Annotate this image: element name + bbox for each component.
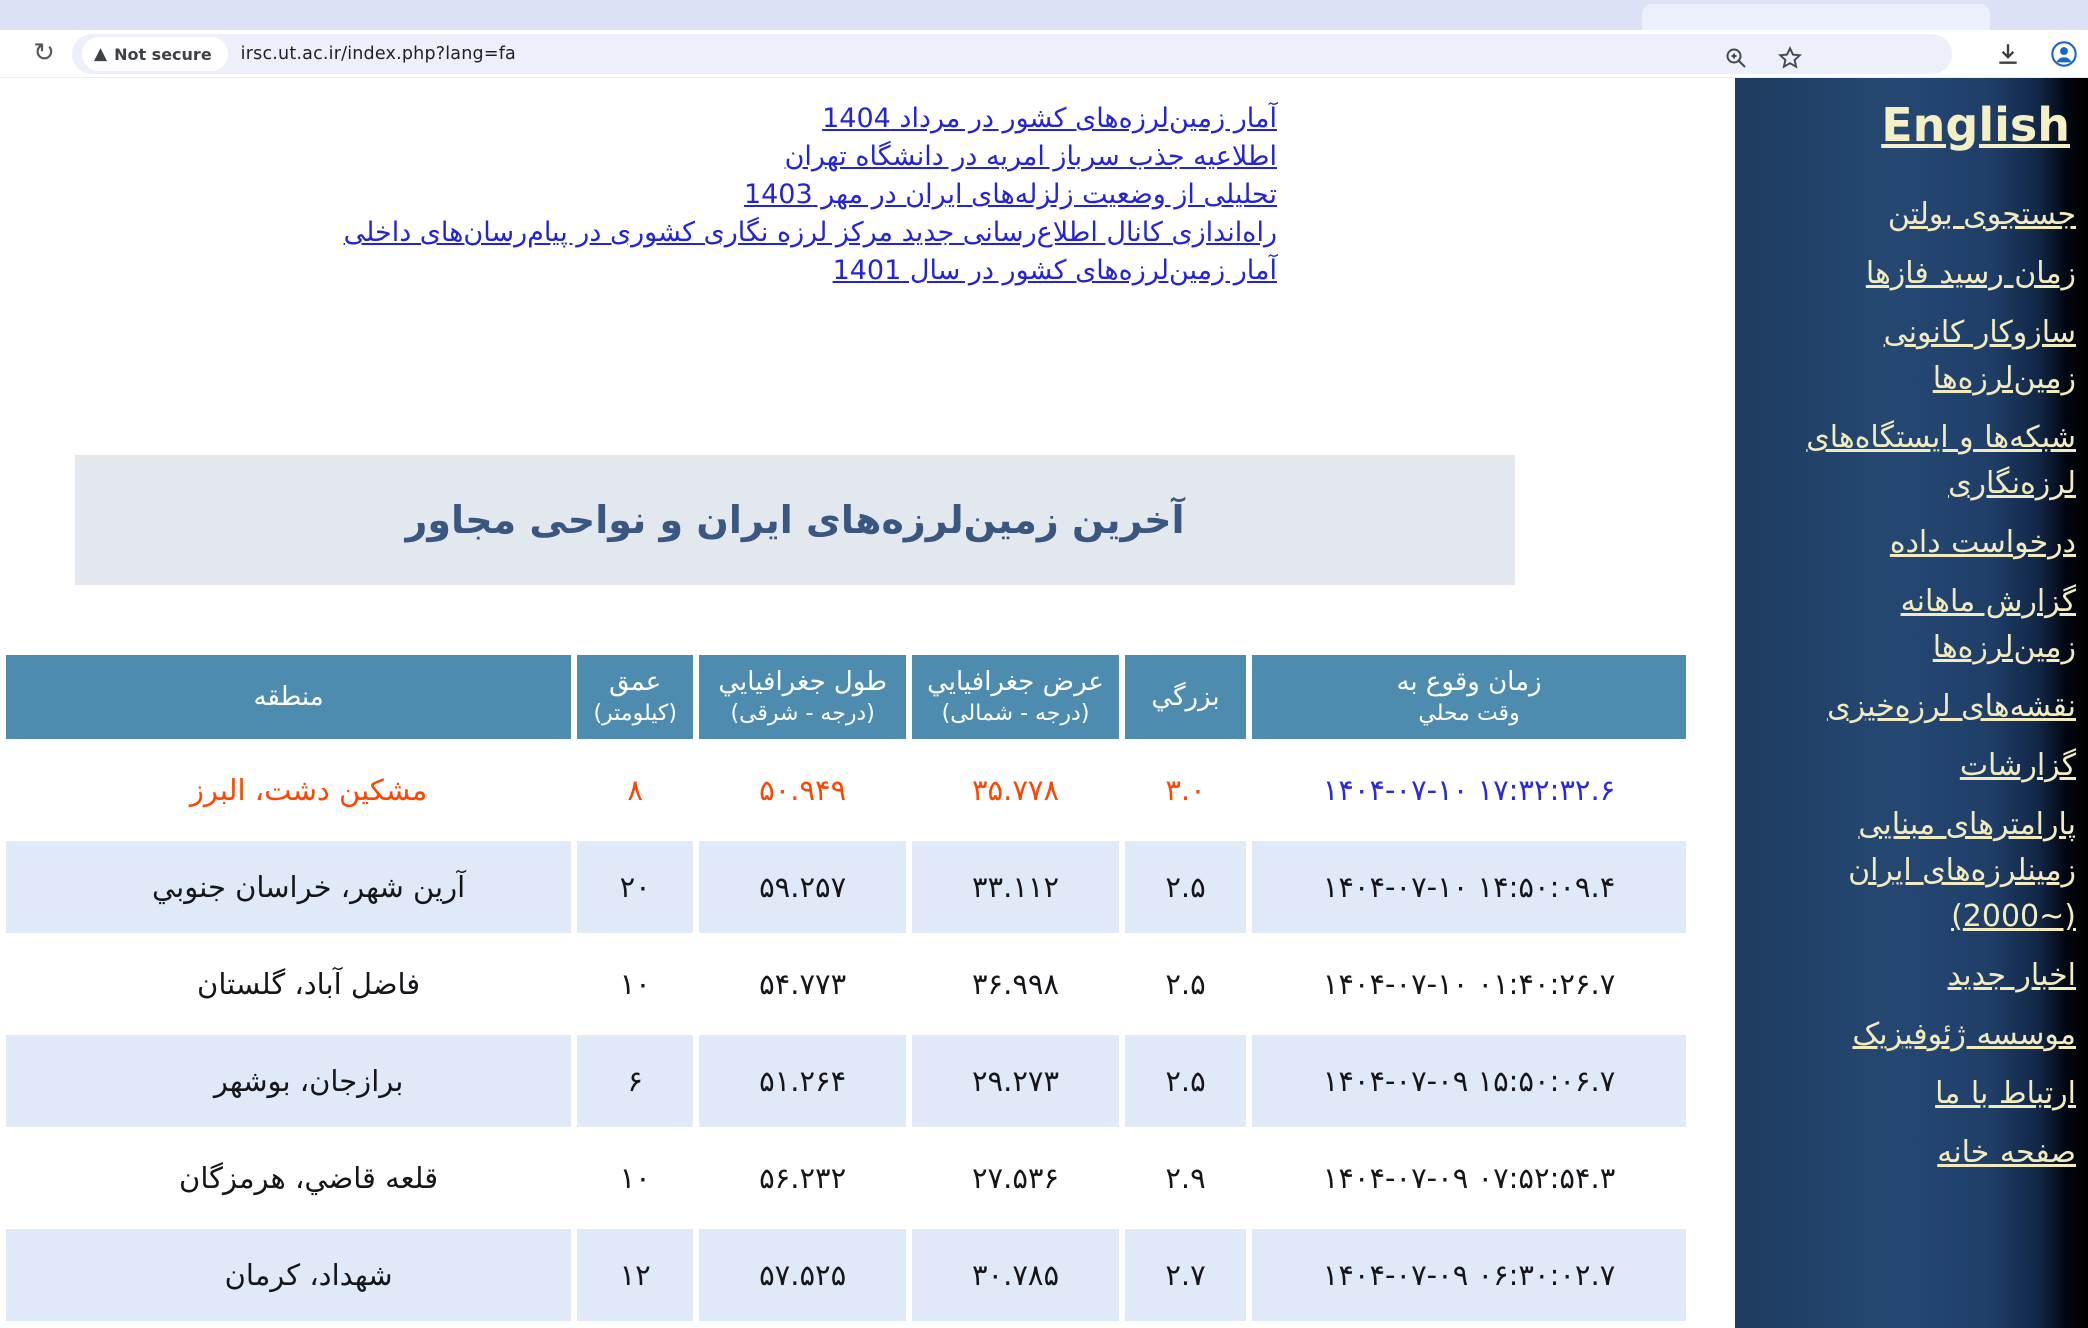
earthquake-row: ۱۴۰۴-۰۷-۱۰ ۱۴:۵۰:۰۹.۴ ۲.۵ ۳۳.۱۱۲ ۵۹.۲۵۷ … [6,841,1686,933]
browser-tab-strip [0,0,2088,30]
bookmark-star-icon[interactable] [1776,44,1804,72]
depth-value: ۱۰ [577,938,694,1030]
sidebar-item[interactable]: ارتباط با ما [1935,1076,2076,1111]
longitude-value: ۵۶.۲۳۲ [699,1132,907,1224]
magnitude-value: ۲.۷ [1124,1229,1247,1321]
earthquake-table: زمان وقوع به وقت محلي بزرگي عرض جغرافياي… [0,650,1692,1326]
depth-value: ۲۰ [577,841,694,933]
sidebar-item-english[interactable]: English [1881,98,2070,152]
news-link[interactable]: اطلاعیه جذب سرباز امریه در دانشگاه تهران [784,141,1277,172]
latitude-value: ۳۶.۹۹۸ [912,938,1119,1030]
magnitude-value: ۲.۹ [1124,1132,1247,1224]
sidebar-item[interactable]: گزارش ماهانه زمین‌لرزه‌ها [1900,584,2076,665]
sidebar-item[interactable]: درخواست داده [1889,525,2076,560]
download-icon[interactable] [1994,40,2022,68]
sidebar-item[interactable]: اخبار جدید [1947,958,2077,993]
warning-icon: ▲︎ [94,44,108,64]
region-name: شهداد، کرمان [6,1229,572,1321]
column-header: طول جغرافيايي (درجه - شرقی) [699,655,907,739]
news-link[interactable]: تحلیلی از وضعیت زلزله‌های ایران در مهر 1… [743,179,1277,210]
column-header: عمق (کیلومتر) [577,655,694,739]
magnitude-value: ۲.۵ [1124,938,1247,1030]
event-time-link[interactable]: ۱۴۰۴-۰۷-۰۹ ۰۶:۳۰:۰۲.۷ [1252,1229,1686,1321]
latest-earthquakes-heading-bar: آخرین زمین‌لرزه‌های ایران و نواحی مجاور [75,455,1515,585]
browser-tab[interactable] [1642,4,1990,30]
not-secure-badge[interactable]: ▲︎ Not secure [82,37,228,71]
longitude-value: ۵۷.۵۲۵ [699,1229,907,1321]
profile-avatar-icon[interactable] [2050,40,2078,68]
sidebar-item[interactable]: نقشه‌های لرزه‌خیزی [1827,689,2076,724]
earthquake-row: ۱۴۰۴-۰۷-۰۹ ۰۷:۵۲:۵۴.۳ ۲.۹ ۲۷.۵۳۶ ۵۶.۲۳۲ … [6,1132,1686,1224]
earthquake-row: ۱۴۰۴-۰۷-۱۰ ۰۱:۴۰:۲۶.۷ ۲.۵ ۳۶.۹۹۸ ۵۴.۷۷۳ … [6,938,1686,1030]
earthquake-row: ۱۴۰۴-۰۷-۰۹ ۱۵:۵۰:۰۶.۷ ۲.۵ ۲۹.۲۷۳ ۵۱.۲۶۴ … [6,1035,1686,1127]
event-time-link[interactable]: ۱۴۰۴-۰۷-۱۰ ۰۱:۴۰:۲۶.۷ [1252,938,1686,1030]
page-title: آخرین زمین‌لرزه‌های ایران و نواحی مجاور [405,498,1185,542]
address-bar[interactable]: ▲︎ Not secure irsc.ut.ac.ir/index.php?la… [72,34,1952,74]
sidebar-item[interactable]: گزارشات [1959,748,2076,783]
sidebar-item[interactable]: سازوکار کانونی زمین‌لرزه‌ها [1883,315,2076,396]
latitude-value: ۲۹.۲۷۳ [912,1035,1119,1127]
sidebar-item[interactable]: موسسه ژئوفیزیک [1852,1017,2076,1052]
sidebar-item[interactable]: صفحه خانه [1937,1135,2076,1170]
latitude-value: ۳۵.۷۷۸ [912,744,1119,836]
news-links: آمار زمین‌لرزه‌های کشور در مرداد 1404 اط… [344,100,1277,290]
column-header: بزرگي [1124,655,1247,739]
region-name: مشکین دشت، البرز [6,744,572,836]
longitude-value: ۵۹.۲۵۷ [699,841,907,933]
browser-toolbar: ↻ ▲︎ Not secure irsc.ut.ac.ir/index.php?… [0,30,2088,78]
sidebar-item[interactable]: پارامترهای مبنایی زمینلرزه‌های ایران (~2… [1848,807,2076,934]
event-time-link[interactable]: ۱۴۰۴-۰۷-۰۹ ۱۵:۵۰:۰۶.۷ [1252,1035,1686,1127]
not-secure-label: Not secure [114,44,212,64]
column-header: عرض جغرافيايي (درجه - شمالی) [912,655,1119,739]
news-link[interactable]: راه‌اندازی کانال اطلاع‌رسانی جدید مرکز ل… [343,217,1277,248]
region-name: برازجان، بوشهر [6,1035,572,1127]
region-name: قلعه قاضي، هرمزگان [6,1132,572,1224]
latitude-value: ۳۰.۷۸۵ [912,1229,1119,1321]
latitude-value: ۳۳.۱۱۲ [912,841,1119,933]
url-text[interactable]: irsc.ut.ac.ir/index.php?lang=fa [240,44,516,64]
magnitude-value: ۳.۰ [1124,744,1247,836]
region-name: آرین شهر، خراسان جنوبي [6,841,572,933]
earthquake-row: ۱۴۰۴-۰۷-۰۹ ۰۶:۳۰:۰۲.۷ ۲.۷ ۳۰.۷۸۵ ۵۷.۵۲۵ … [6,1229,1686,1321]
longitude-value: ۵۰.۹۴۹ [699,744,907,836]
event-time-link[interactable]: ۱۴۰۴-۰۷-۰۹ ۰۷:۵۲:۵۴.۳ [1252,1132,1686,1224]
zoom-icon[interactable] [1722,44,1750,72]
region-name: فاضل آباد، گلستان [6,938,572,1030]
depth-value: ۶ [577,1035,694,1127]
longitude-value: ۵۴.۷۷۳ [699,938,907,1030]
sidebar: English جستجوی بولتن زمان رسید فازها ساز… [1735,78,2088,1328]
magnitude-value: ۲.۵ [1124,841,1247,933]
sidebar-item[interactable]: جستجوی بولتن [1887,197,2076,232]
main-content: آمار زمین‌لرزه‌های کشور در مرداد 1404 اط… [0,78,1735,1328]
magnitude-value: ۲.۵ [1124,1035,1247,1127]
event-time-link[interactable]: ۱۴۰۴-۰۷-۱۰ ۱۴:۵۰:۰۹.۴ [1252,841,1686,933]
news-link[interactable]: آمار زمین‌لرزه‌های کشور در سال 1401 [832,255,1277,286]
sidebar-item[interactable]: شبکه‌ها و ایستگاه‌های لرزه‌نگاری [1806,420,2076,501]
event-time-link[interactable]: ۱۴۰۴-۰۷-۱۰ ۱۷:۳۲:۳۲.۶ [1252,744,1686,836]
earthquake-row: ۱۴۰۴-۰۷-۱۰ ۱۷:۳۲:۳۲.۶ ۳.۰ ۳۵.۷۷۸ ۵۰.۹۴۹ … [6,744,1686,836]
reload-icon[interactable]: ↻ [33,38,55,68]
table-header-row: زمان وقوع به وقت محلي بزرگي عرض جغرافياي… [6,655,1686,739]
depth-value: ۸ [577,744,694,836]
longitude-value: ۵۱.۲۶۴ [699,1035,907,1127]
column-header: زمان وقوع به وقت محلي [1252,655,1686,739]
latitude-value: ۲۷.۵۳۶ [912,1132,1119,1224]
depth-value: ۱۰ [577,1132,694,1224]
sidebar-item[interactable]: زمان رسید فازها [1865,256,2076,291]
news-link[interactable]: آمار زمین‌لرزه‌های کشور در مرداد 1404 [822,103,1277,134]
depth-value: ۱۲ [577,1229,694,1321]
column-header: منطقه [6,655,572,739]
